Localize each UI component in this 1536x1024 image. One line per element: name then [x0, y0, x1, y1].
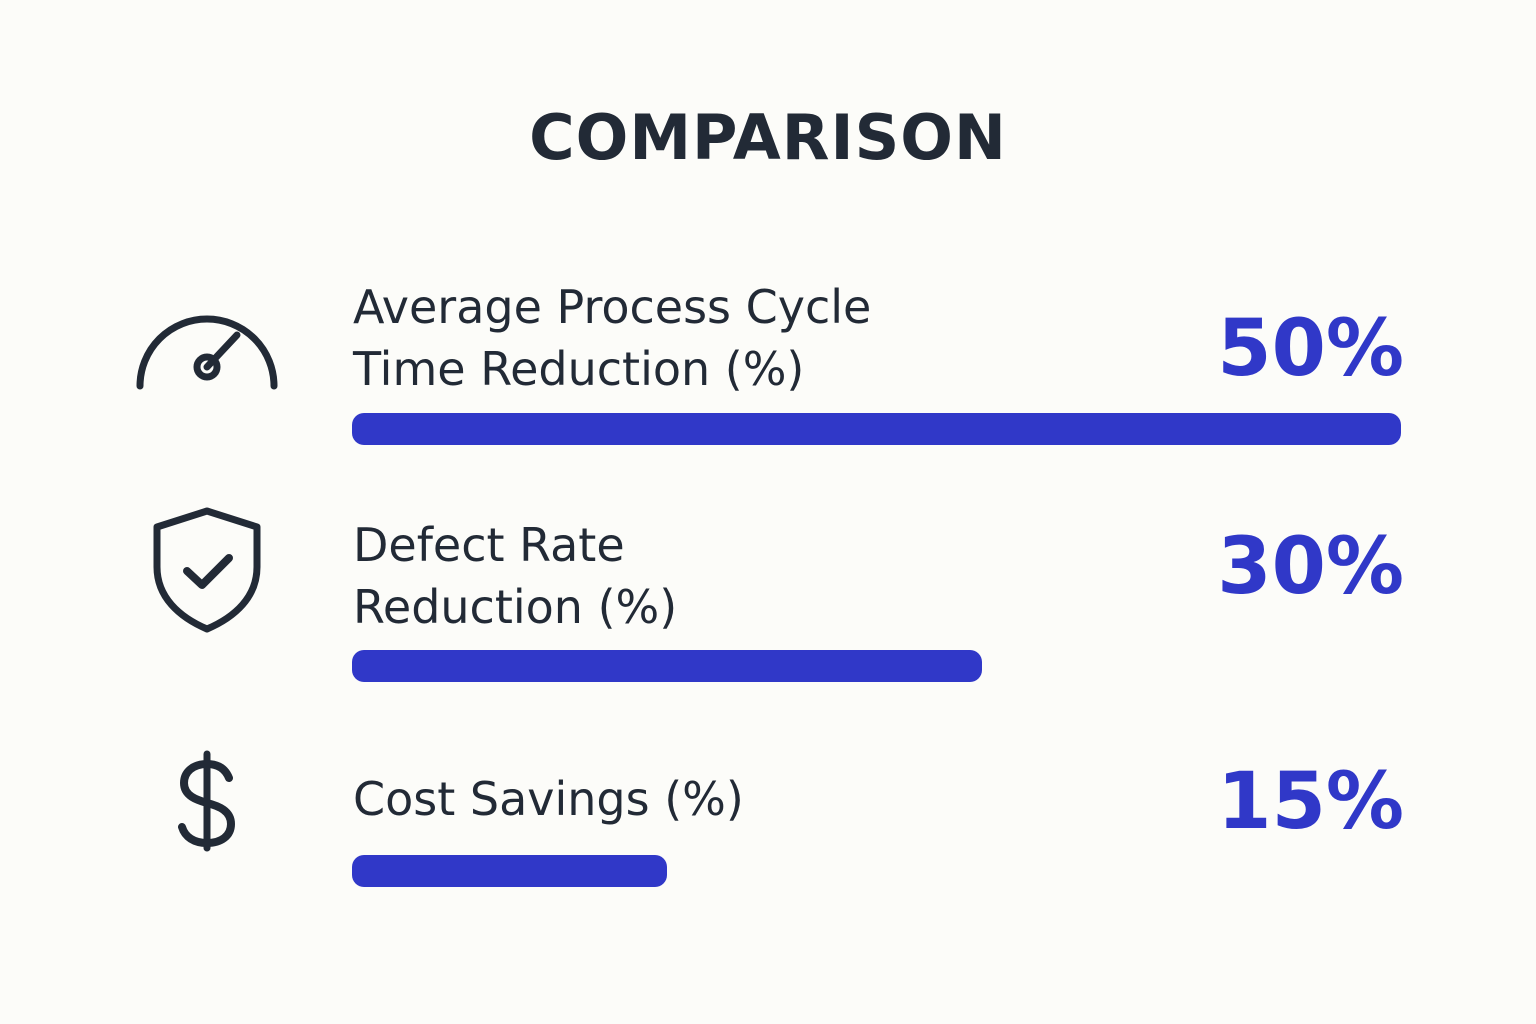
bar-track — [352, 413, 1402, 445]
shield-check-icon — [127, 505, 287, 645]
metric-value: 15% — [1217, 757, 1404, 847]
metric-label: Defect Rate Reduction (%) — [353, 514, 1113, 638]
speedometer-icon — [127, 290, 287, 430]
metric-label-line: Average Process Cycle — [353, 280, 872, 334]
bar-track — [352, 855, 1402, 887]
bar-defect-rate — [352, 650, 982, 682]
chart-title: COMPARISON — [529, 101, 1007, 174]
bar-cycle-time — [352, 413, 1401, 445]
metric-label: Cost Savings (%) — [353, 768, 1113, 830]
metric-value: 30% — [1217, 522, 1404, 612]
dollar-icon — [127, 748, 287, 888]
bar-track — [352, 650, 1402, 682]
bar-cost-savings — [352, 855, 667, 887]
metric-value: 50% — [1217, 304, 1404, 394]
metric-label-line: Cost Savings (%) — [353, 772, 744, 826]
metric-label: Average Process Cycle Time Reduction (%) — [353, 276, 1113, 400]
metric-label-line: Reduction (%) — [353, 580, 678, 634]
metric-label-line: Time Reduction (%) — [353, 342, 805, 396]
metric-label-line: Defect Rate — [353, 518, 625, 572]
